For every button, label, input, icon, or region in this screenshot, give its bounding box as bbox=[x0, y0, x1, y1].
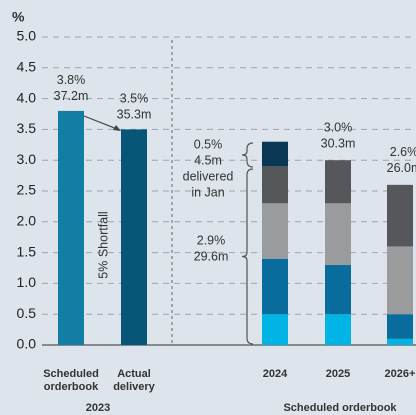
annotation: 4.5m bbox=[194, 153, 222, 167]
bar-segment bbox=[325, 264, 351, 315]
y-tick-label: 0.5 bbox=[17, 305, 37, 321]
value-label: 3.5% bbox=[120, 92, 149, 106]
volume-label: 37.2m bbox=[54, 89, 89, 103]
total-label: 2.6% bbox=[390, 145, 416, 159]
bar bbox=[58, 110, 84, 345]
total-label: 26.0m bbox=[387, 161, 416, 175]
total-label: 30.3m bbox=[321, 136, 356, 150]
y-tick-label: 2.5 bbox=[17, 182, 37, 198]
annotation: 0.5% bbox=[194, 137, 223, 151]
bracket bbox=[241, 142, 254, 168]
annotation: 2.9% bbox=[197, 233, 226, 247]
bar bbox=[121, 129, 147, 345]
bar-segment bbox=[387, 246, 413, 315]
bracket bbox=[241, 168, 254, 345]
y-tick-label: 2.0 bbox=[17, 213, 37, 229]
y-tick-label: 3.0 bbox=[17, 151, 37, 167]
y-tick-label: 3.5 bbox=[17, 120, 37, 136]
y-tick-label: 4.5 bbox=[17, 59, 37, 75]
group-label: 2023 bbox=[86, 402, 110, 414]
y-tick-label: 1.0 bbox=[17, 274, 37, 290]
bar-segment bbox=[262, 258, 288, 315]
x-tick-label: 2024 bbox=[263, 368, 288, 380]
x-tick-label: 2026+ bbox=[385, 368, 416, 380]
x-tick-label: 2025 bbox=[326, 368, 350, 380]
bar-segment bbox=[262, 166, 288, 204]
y-unit: % bbox=[12, 9, 25, 25]
y-tick-label: 4.0 bbox=[17, 89, 37, 105]
bar-segment bbox=[325, 203, 351, 265]
y-tick-label: 0.0 bbox=[17, 336, 37, 352]
bar-segment bbox=[387, 184, 413, 247]
bar-segment bbox=[325, 314, 351, 345]
volume-label: 35.3m bbox=[117, 108, 152, 122]
annotation: in Jan bbox=[191, 185, 224, 199]
x-tick-label: orderbook bbox=[44, 381, 99, 393]
y-tick-label: 5.0 bbox=[17, 28, 37, 44]
bar-segment bbox=[387, 338, 413, 345]
x-tick-label: Scheduled bbox=[43, 368, 99, 380]
bar-segment bbox=[262, 203, 288, 259]
x-tick-label: delivery bbox=[113, 381, 155, 393]
x-tick-label: Actual bbox=[117, 368, 151, 380]
bar-segment bbox=[325, 160, 351, 204]
annotation: delivered bbox=[183, 169, 234, 183]
y-tick-label: 1.5 bbox=[17, 243, 37, 259]
annotation: 29.6m bbox=[194, 249, 229, 263]
arrow bbox=[83, 115, 118, 130]
bar-segment bbox=[262, 314, 288, 345]
value-label: 3.8% bbox=[57, 73, 86, 87]
total-label: 3.0% bbox=[324, 120, 353, 134]
arrow-head bbox=[113, 125, 121, 131]
annotation: 5% Shortfall bbox=[96, 211, 110, 278]
bar-segment bbox=[262, 141, 288, 167]
bar-segment bbox=[387, 314, 413, 339]
group-label: Scheduled orderbook bbox=[283, 402, 397, 414]
